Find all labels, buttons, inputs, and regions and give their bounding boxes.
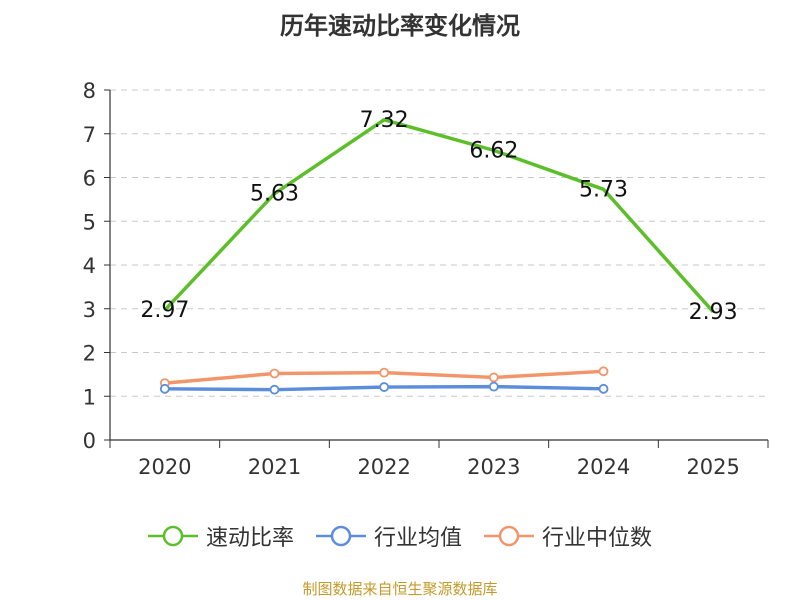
- y-tick-label-6: 6: [83, 167, 96, 191]
- legend: 速动比率 行业均值 行业中位数: [0, 520, 800, 552]
- x-tick-label-2025: 2025: [686, 455, 739, 479]
- data-label-2025: 2.93: [689, 300, 738, 325]
- x-tick-label-2020: 2020: [138, 455, 191, 479]
- legend-marker-industry-mean: [315, 525, 366, 547]
- legend-marker-industry-median: [484, 525, 534, 547]
- series-1-point-2024[interactable]: [598, 383, 609, 394]
- series-2-point-2023[interactable]: [488, 372, 499, 383]
- data-label-2024: 5.73: [579, 177, 628, 202]
- data-source-note: 制图数据来自恒生聚源数据库: [302, 580, 498, 598]
- series-2-point-2022[interactable]: [379, 367, 390, 378]
- chart-title: 历年速动比率变化情况: [280, 12, 520, 40]
- legend-label-quick-ratio: 速动比率: [205, 526, 294, 551]
- legend-marker-quick-ratio: [147, 525, 198, 547]
- series-2-point-2021[interactable]: [269, 368, 280, 379]
- y-tick-label-5: 5: [83, 210, 96, 234]
- data-label-2020: 2.97: [140, 298, 189, 323]
- data-label-2023: 6.62: [469, 138, 518, 163]
- x-tick-label-2022: 2022: [357, 455, 410, 479]
- x-tick-label-2023: 2023: [467, 455, 520, 479]
- y-tick-label-0: 0: [83, 429, 96, 453]
- series-1-point-2022[interactable]: [379, 382, 390, 392]
- y-tick-label-3: 3: [83, 298, 96, 322]
- legend-item-industry-mean[interactable]: 行业均值: [315, 520, 462, 552]
- legend-label-industry-mean: 行业均值: [373, 526, 462, 551]
- legend-item-quick-ratio[interactable]: 速动比率: [147, 520, 294, 552]
- y-tick-label-1: 1: [83, 385, 96, 409]
- x-tick-label-2024: 2024: [577, 455, 630, 479]
- y-tick-label-7: 7: [83, 123, 96, 147]
- data-label-2021: 5.63: [250, 182, 299, 207]
- series-1-point-2020[interactable]: [159, 383, 170, 394]
- x-tick-label-2021: 2021: [248, 455, 301, 479]
- series-line-0: [163, 118, 715, 313]
- series-2-point-2024[interactable]: [598, 366, 609, 377]
- y-tick-label-4: 4: [83, 254, 96, 278]
- y-tick-label-2: 2: [83, 342, 96, 366]
- series-1-point-2021[interactable]: [269, 384, 280, 395]
- legend-label-industry-median: 行业中位数: [542, 526, 653, 551]
- series-1-point-2023[interactable]: [488, 381, 499, 392]
- data-label-2022: 7.32: [360, 108, 409, 133]
- y-tick-label-8: 8: [83, 79, 96, 103]
- legend-item-industry-median[interactable]: 行业中位数: [484, 520, 652, 552]
